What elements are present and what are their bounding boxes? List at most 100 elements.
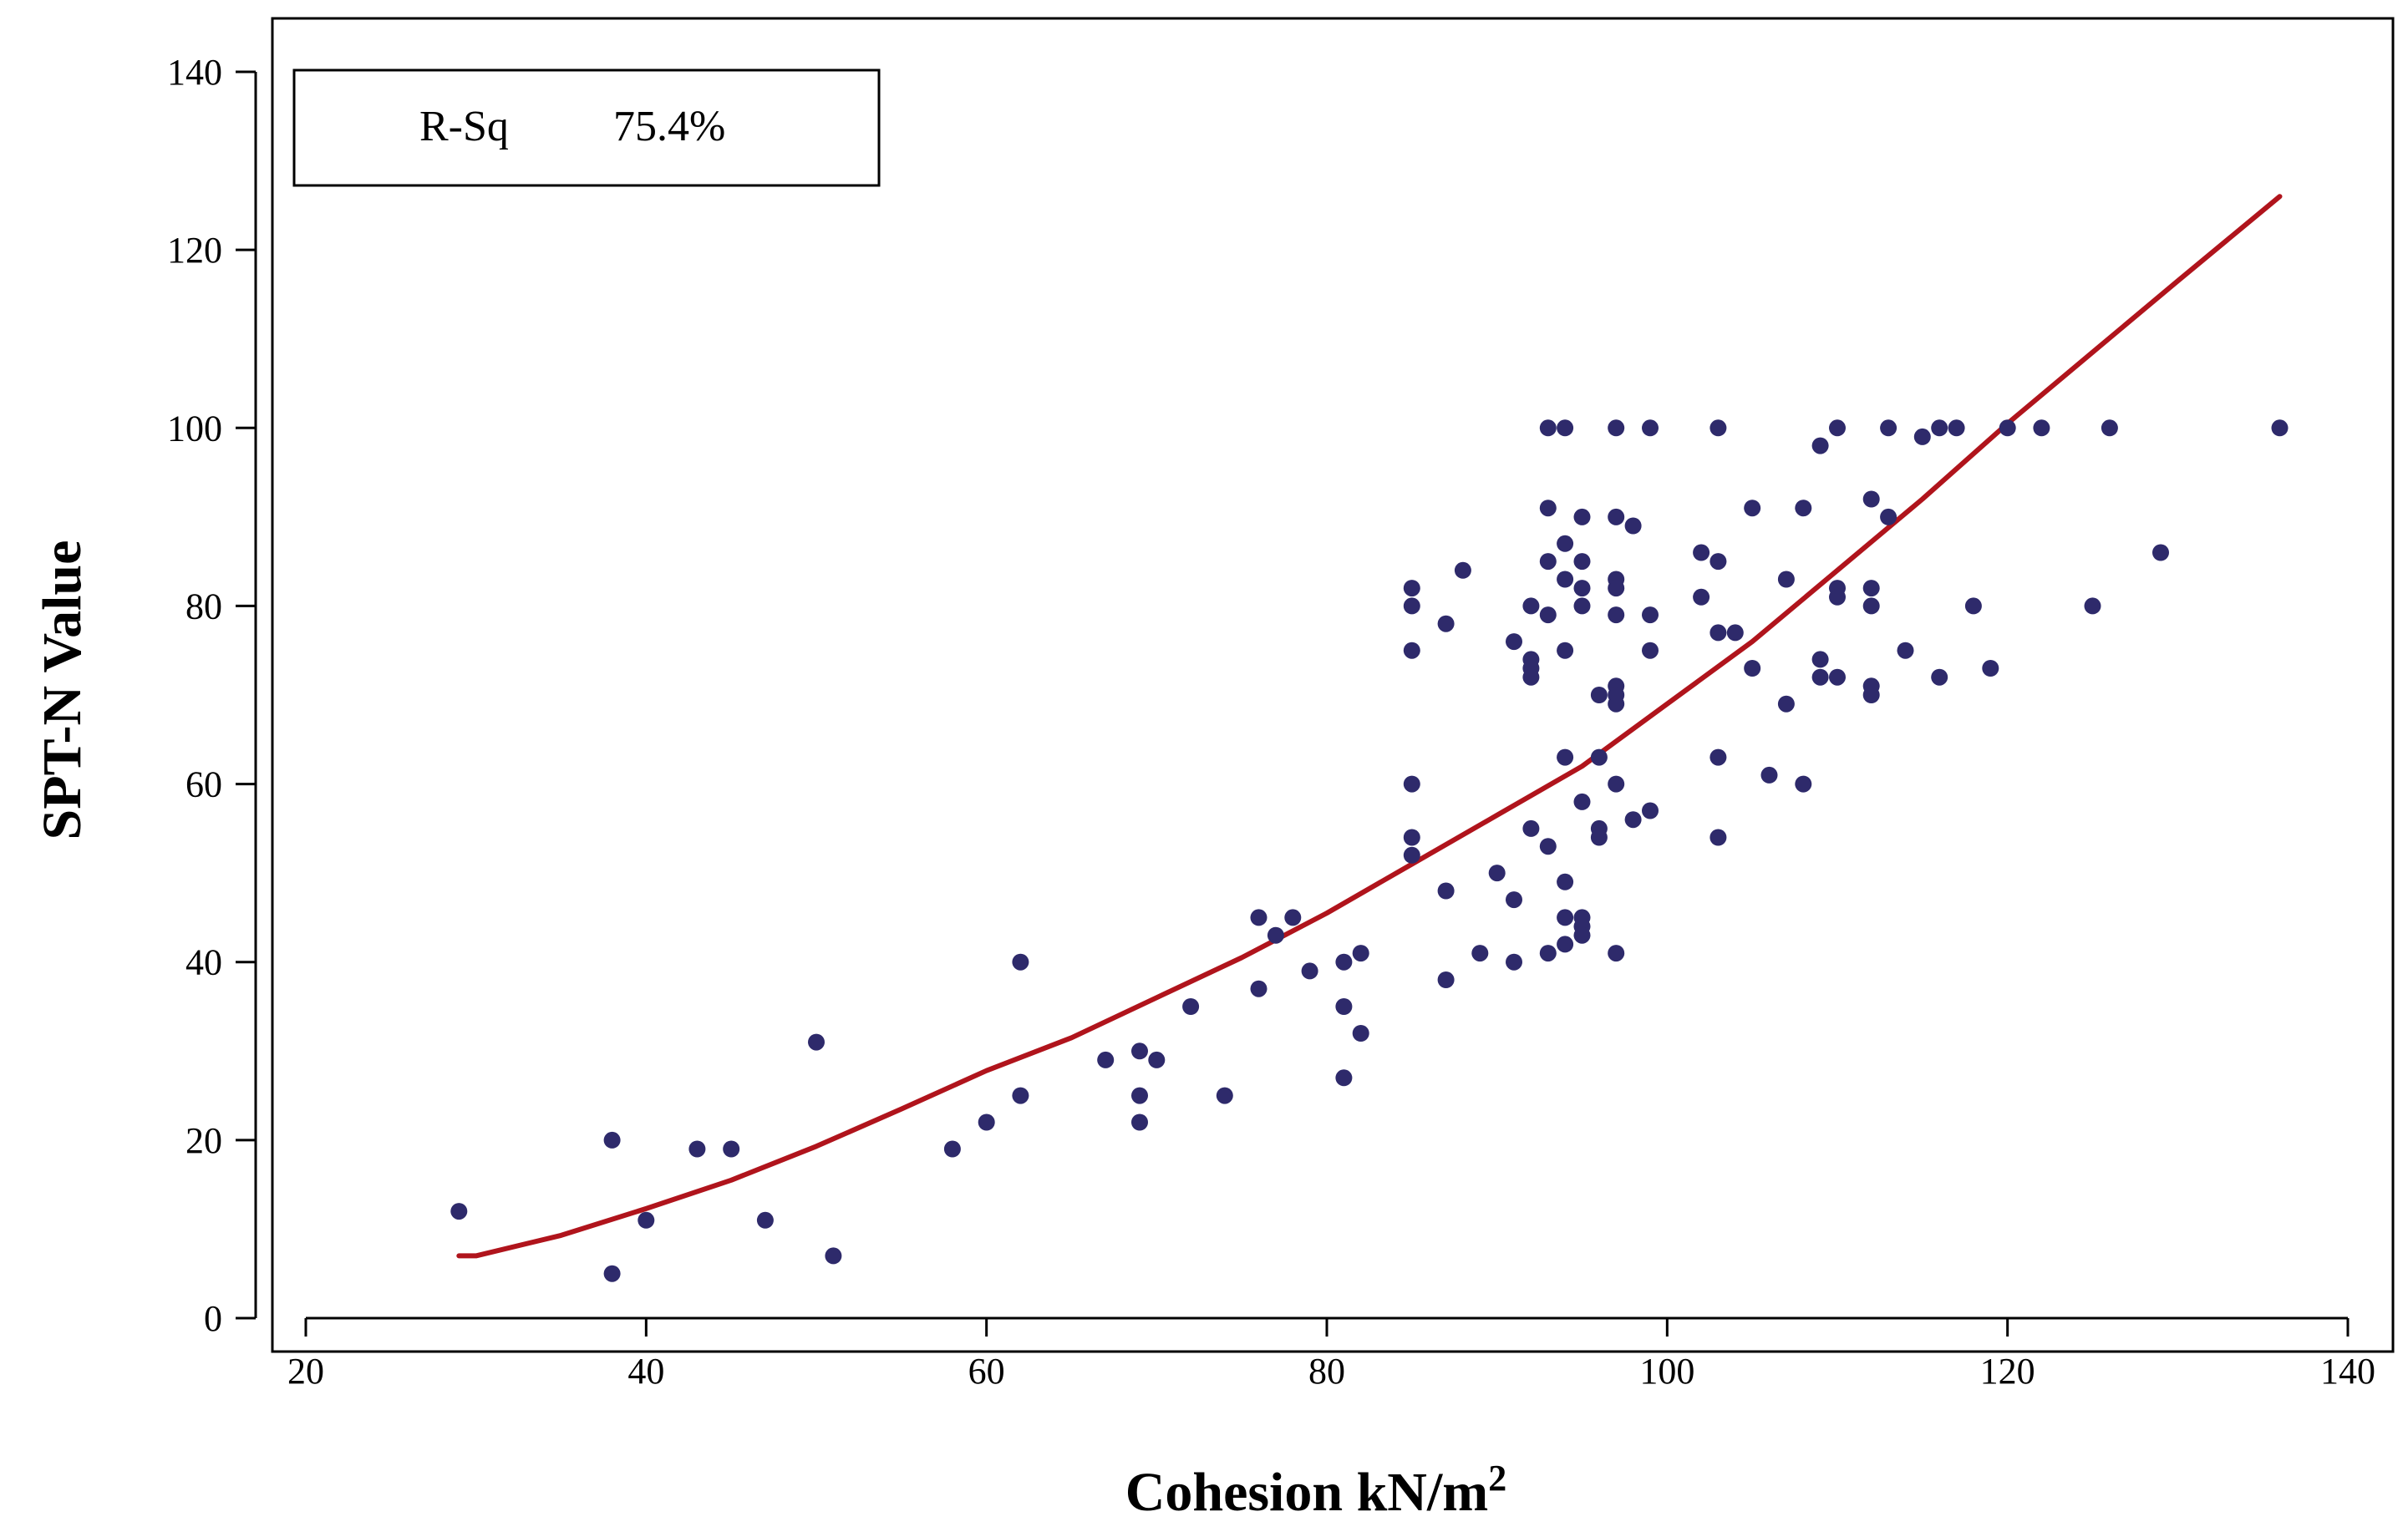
data-point bbox=[1284, 909, 1302, 926]
data-point bbox=[1506, 891, 1522, 909]
data-point bbox=[1608, 508, 1625, 525]
data-point bbox=[1301, 962, 1318, 980]
data-point bbox=[1897, 642, 1914, 659]
data-point bbox=[1862, 580, 1880, 597]
data-point bbox=[943, 1140, 961, 1158]
data-point bbox=[1642, 642, 1659, 659]
data-point bbox=[1506, 953, 1522, 971]
data-point bbox=[1250, 909, 1268, 926]
data-point bbox=[1811, 651, 1829, 668]
data-point bbox=[1012, 953, 1029, 971]
data-point bbox=[1948, 419, 1965, 437]
data-point bbox=[1454, 561, 1471, 579]
data-point bbox=[1335, 953, 1353, 971]
data-point bbox=[1557, 748, 1574, 766]
data-point bbox=[1403, 829, 1420, 846]
y-axis-title: SPT-N Value bbox=[32, 540, 93, 840]
data-point bbox=[603, 1265, 621, 1282]
data-point bbox=[1539, 606, 1557, 624]
data-point bbox=[1862, 687, 1880, 703]
data-point bbox=[1913, 428, 1931, 445]
data-point bbox=[1471, 945, 1489, 962]
data-point bbox=[2084, 597, 2101, 615]
plot-frame bbox=[271, 17, 2395, 1353]
x-tick-label: 20 bbox=[287, 1351, 324, 1392]
data-point bbox=[1437, 615, 1455, 632]
data-point bbox=[1795, 500, 1812, 517]
data-point bbox=[1709, 829, 1727, 846]
data-point bbox=[1403, 597, 1420, 615]
x-axis: 20 40 60 80 100 120 140 bbox=[287, 1316, 2375, 1392]
data-point bbox=[1590, 748, 1608, 766]
data-point bbox=[1557, 909, 1574, 926]
data-point bbox=[2152, 544, 2169, 561]
data-point bbox=[1829, 588, 1846, 606]
x-tick-label: 40 bbox=[627, 1351, 664, 1392]
data-point bbox=[1012, 1087, 1029, 1104]
data-point bbox=[2033, 419, 2050, 437]
y-tick-label: 60 bbox=[185, 764, 222, 805]
data-point bbox=[1573, 597, 1591, 615]
data-point bbox=[1182, 998, 1200, 1015]
data-point bbox=[1811, 668, 1829, 686]
data-point bbox=[1590, 829, 1608, 846]
data-point bbox=[1557, 535, 1574, 552]
fit-layer bbox=[456, 194, 2283, 1259]
data-point bbox=[1829, 419, 1846, 437]
data-point bbox=[1403, 580, 1420, 597]
data-point bbox=[1573, 926, 1591, 944]
x-axis-title-superscript: 2 bbox=[1488, 1458, 1506, 1499]
data-point bbox=[1642, 606, 1659, 624]
data-point bbox=[1539, 553, 1557, 571]
data-point bbox=[2271, 419, 2289, 437]
data-point bbox=[1403, 642, 1420, 659]
x-tick-label: 100 bbox=[1639, 1351, 1694, 1392]
data-point bbox=[1642, 419, 1659, 437]
data-point bbox=[1880, 508, 1897, 525]
y-tick-label: 80 bbox=[185, 586, 222, 626]
data-point bbox=[1931, 419, 1948, 437]
data-point bbox=[1539, 838, 1557, 855]
data-point bbox=[1608, 945, 1625, 962]
data-point bbox=[1335, 1069, 1353, 1087]
data-point bbox=[1437, 971, 1455, 988]
data-point bbox=[1437, 882, 1455, 900]
data-point bbox=[1982, 660, 1999, 677]
y-tick-label: 120 bbox=[167, 230, 222, 271]
data-point bbox=[1267, 926, 1284, 944]
x-tick-label: 60 bbox=[968, 1351, 1005, 1392]
data-point bbox=[1811, 437, 1829, 454]
data-point bbox=[603, 1131, 621, 1149]
data-point bbox=[1403, 775, 1420, 793]
x-axis-title: Cohesion kN/m2 bbox=[1125, 1458, 1507, 1523]
data-point bbox=[1760, 766, 1778, 784]
data-point bbox=[825, 1247, 842, 1265]
y-axis: 0 20 40 60 80 100 120 140 bbox=[167, 52, 257, 1339]
data-point bbox=[1777, 571, 1795, 588]
y-tick-label: 0 bbox=[204, 1298, 222, 1339]
data-point bbox=[1931, 668, 1948, 686]
data-point bbox=[1744, 500, 1761, 517]
data-point bbox=[1131, 1087, 1148, 1104]
data-point bbox=[1608, 775, 1625, 793]
data-point bbox=[1522, 819, 1540, 837]
data-point bbox=[1488, 865, 1506, 882]
data-point bbox=[1352, 945, 1369, 962]
data-point bbox=[1744, 660, 1761, 677]
y-tick-label: 40 bbox=[185, 942, 222, 983]
data-point bbox=[1795, 775, 1812, 793]
data-point bbox=[1862, 490, 1880, 508]
data-point bbox=[1964, 597, 1982, 615]
data-point bbox=[1557, 419, 1574, 437]
data-point bbox=[1539, 419, 1557, 437]
data-point bbox=[1709, 624, 1727, 642]
data-point bbox=[1573, 580, 1591, 597]
data-point bbox=[1131, 1042, 1148, 1060]
points-layer bbox=[450, 419, 2289, 1282]
data-point bbox=[1506, 633, 1522, 651]
legend-label: R-Sq bbox=[419, 103, 509, 150]
data-point bbox=[756, 1211, 774, 1229]
data-point bbox=[1709, 748, 1727, 766]
data-point bbox=[1539, 500, 1557, 517]
